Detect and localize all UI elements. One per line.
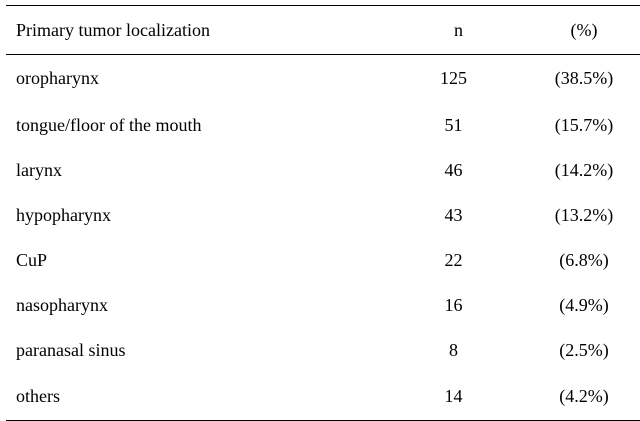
table-row: hypopharynx 43 (13.2%) <box>6 193 640 238</box>
table-row: others 14 (4.2%) <box>6 373 640 421</box>
row-percent: (6.8%) <box>559 249 609 270</box>
header-percent: (%) <box>570 19 598 40</box>
table-row: paranasal sinus 8 (2.5%) <box>6 328 640 373</box>
row-n: 16 <box>444 294 463 315</box>
header-n: n <box>454 19 463 40</box>
row-label: hypopharynx <box>16 204 111 225</box>
tumor-localization-table-container: Primary tumor localization n (%) orophar… <box>6 5 640 421</box>
header-row: Primary tumor localization n (%) <box>6 5 640 55</box>
row-percent: (4.2%) <box>559 385 609 406</box>
table-row: larynx 46 (14.2%) <box>6 148 640 193</box>
row-n: 125 <box>440 68 467 89</box>
tumor-localization-table: Primary tumor localization n (%) orophar… <box>6 5 640 421</box>
table-row: tongue/floor of the mouth 51 (15.7%) <box>6 103 640 148</box>
table-body: oropharynx 125 (38.5%) tongue/floor of t… <box>6 55 640 421</box>
row-n: 46 <box>444 159 463 180</box>
row-n: 14 <box>444 385 463 406</box>
row-percent: (14.2%) <box>554 159 614 180</box>
row-percent: (15.7%) <box>554 114 614 135</box>
row-n: 51 <box>444 114 463 135</box>
row-label: CuP <box>16 249 48 270</box>
row-label: paranasal sinus <box>16 339 126 360</box>
row-label: oropharynx <box>16 68 99 89</box>
table-row: oropharynx 125 (38.5%) <box>6 55 640 103</box>
row-n: 8 <box>449 339 458 360</box>
table-row: nasopharynx 16 (4.9%) <box>6 283 640 328</box>
header-primary-tumor-localization: Primary tumor localization <box>16 19 210 40</box>
row-label: nasopharynx <box>16 294 108 315</box>
row-label: others <box>16 385 60 406</box>
table-header: Primary tumor localization n (%) <box>6 5 640 55</box>
row-percent: (13.2%) <box>554 204 614 225</box>
row-percent: (2.5%) <box>559 339 609 360</box>
table-row: CuP 22 (6.8%) <box>6 238 640 283</box>
row-label: tongue/floor of the mouth <box>16 114 202 135</box>
row-n: 43 <box>444 204 463 225</box>
row-percent: (38.5%) <box>554 68 614 89</box>
row-n: 22 <box>444 249 463 270</box>
row-label: larynx <box>16 159 62 180</box>
row-percent: (4.9%) <box>559 294 609 315</box>
